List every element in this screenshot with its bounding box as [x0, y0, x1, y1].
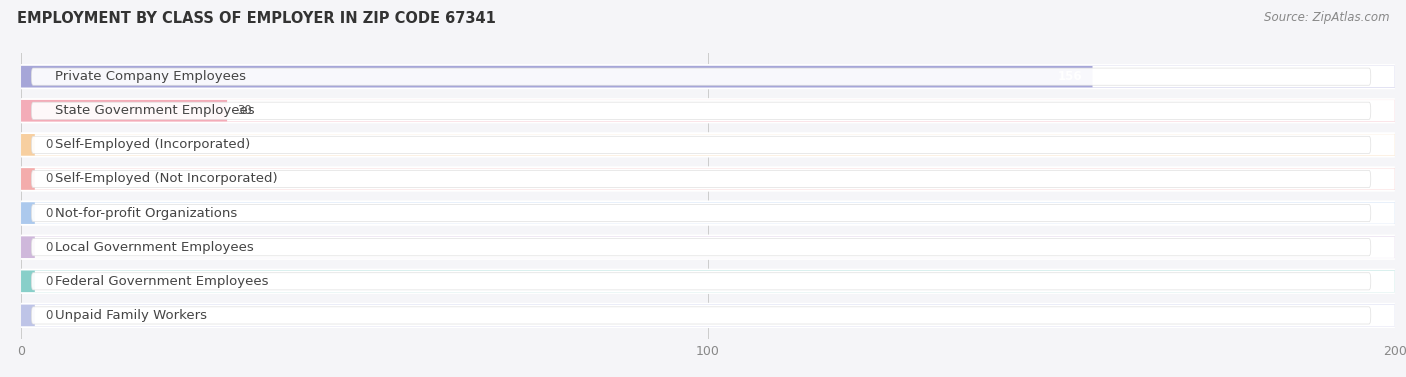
FancyBboxPatch shape: [228, 100, 1395, 121]
FancyBboxPatch shape: [21, 100, 1395, 122]
FancyBboxPatch shape: [31, 239, 1371, 256]
FancyBboxPatch shape: [31, 307, 1371, 324]
FancyBboxPatch shape: [31, 273, 1371, 290]
FancyBboxPatch shape: [21, 168, 1395, 190]
Text: 0: 0: [45, 275, 52, 288]
FancyBboxPatch shape: [35, 305, 1395, 326]
Text: Self-Employed (Incorporated): Self-Employed (Incorporated): [55, 138, 250, 152]
FancyBboxPatch shape: [35, 202, 1395, 224]
FancyBboxPatch shape: [1092, 66, 1395, 87]
FancyBboxPatch shape: [31, 136, 1371, 153]
Text: 0: 0: [45, 241, 52, 254]
Text: Federal Government Employees: Federal Government Employees: [55, 275, 269, 288]
Text: 0: 0: [45, 309, 52, 322]
Text: Private Company Employees: Private Company Employees: [55, 70, 246, 83]
FancyBboxPatch shape: [21, 303, 1395, 328]
FancyBboxPatch shape: [21, 166, 1395, 192]
FancyBboxPatch shape: [21, 305, 1395, 326]
Text: Unpaid Family Workers: Unpaid Family Workers: [55, 309, 208, 322]
Text: Not-for-profit Organizations: Not-for-profit Organizations: [55, 207, 238, 219]
FancyBboxPatch shape: [21, 132, 1395, 158]
FancyBboxPatch shape: [31, 204, 1371, 222]
Text: Self-Employed (Not Incorporated): Self-Employed (Not Incorporated): [55, 173, 278, 185]
FancyBboxPatch shape: [35, 271, 1395, 292]
Text: State Government Employees: State Government Employees: [55, 104, 254, 117]
FancyBboxPatch shape: [35, 168, 1395, 190]
Text: 30: 30: [238, 104, 252, 117]
FancyBboxPatch shape: [31, 102, 1371, 120]
FancyBboxPatch shape: [21, 64, 1395, 89]
FancyBboxPatch shape: [21, 134, 1395, 156]
FancyBboxPatch shape: [21, 269, 1395, 294]
Text: EMPLOYMENT BY CLASS OF EMPLOYER IN ZIP CODE 67341: EMPLOYMENT BY CLASS OF EMPLOYER IN ZIP C…: [17, 11, 496, 26]
Text: 0: 0: [45, 138, 52, 152]
FancyBboxPatch shape: [21, 201, 1395, 226]
Text: 0: 0: [45, 207, 52, 219]
FancyBboxPatch shape: [21, 234, 1395, 260]
FancyBboxPatch shape: [21, 66, 1395, 87]
FancyBboxPatch shape: [31, 170, 1371, 188]
FancyBboxPatch shape: [21, 236, 1395, 258]
Text: Local Government Employees: Local Government Employees: [55, 241, 254, 254]
FancyBboxPatch shape: [31, 68, 1371, 85]
Text: 0: 0: [45, 173, 52, 185]
FancyBboxPatch shape: [21, 202, 1395, 224]
FancyBboxPatch shape: [35, 236, 1395, 258]
FancyBboxPatch shape: [35, 134, 1395, 156]
Text: 156: 156: [1057, 70, 1083, 83]
Text: Source: ZipAtlas.com: Source: ZipAtlas.com: [1264, 11, 1389, 24]
FancyBboxPatch shape: [21, 98, 1395, 123]
FancyBboxPatch shape: [21, 270, 1395, 292]
